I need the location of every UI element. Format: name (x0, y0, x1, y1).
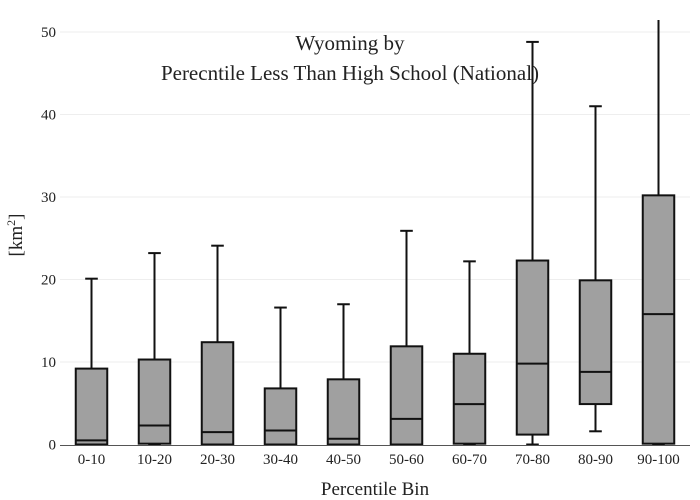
boxes-layer (74, 20, 676, 446)
y-tick-label-40: 40 (41, 108, 56, 124)
x-tick-label-70-80: 70-80 (515, 452, 550, 468)
x-tick-label-60-70: 60-70 (452, 452, 487, 468)
box-60-70 (452, 260, 487, 446)
y-axis-label-base: [km (6, 226, 27, 257)
box-80-90 (578, 105, 613, 433)
box-90-100 (641, 20, 676, 446)
box-iqr (578, 279, 613, 406)
y-tick-label-30: 30 (41, 190, 56, 206)
box-iqr (137, 358, 172, 445)
x-tick-label-30-40: 30-40 (263, 452, 298, 468)
x-tick-label-40-50: 40-50 (326, 452, 361, 468)
chart-title-line2: Perecntile Less Than High School (Nation… (161, 61, 539, 85)
y-tick-label-0: 0 (49, 438, 57, 454)
x-tick-label-10-20: 10-20 (137, 452, 172, 468)
box-70-80 (515, 40, 550, 446)
x-tick-label-50-60: 50-60 (389, 452, 424, 468)
y-axis-label-end: ] (6, 214, 27, 220)
box-iqr (641, 194, 676, 445)
y-tick-label-50: 50 (41, 25, 56, 41)
box-50-60 (389, 229, 424, 446)
y-axis-label-sup: 2 (4, 220, 18, 226)
box-10-20 (137, 252, 172, 446)
box-iqr (326, 378, 361, 446)
y-tick-label-10: 10 (41, 355, 56, 371)
x-axis-label: Percentile Bin (321, 479, 430, 500)
x-tick-label-90-100: 90-100 (637, 452, 680, 468)
y-tick-labels: 0 10 20 30 40 50 (41, 25, 56, 454)
box-iqr (389, 345, 424, 446)
box-20-30 (200, 244, 235, 446)
box-30-40 (263, 306, 298, 446)
box-iqr (515, 259, 550, 436)
box-iqr (452, 352, 487, 445)
y-axis-label: [km2] (4, 214, 27, 257)
x-tick-label-20-30: 20-30 (200, 452, 235, 468)
box-iqr (74, 367, 109, 446)
box-iqr (263, 387, 298, 446)
y-tick-label-20: 20 (41, 273, 56, 289)
box-0-10 (74, 277, 109, 446)
box-iqr (200, 341, 235, 446)
box-40-50 (326, 303, 361, 446)
x-tick-labels: 0-10 10-20 20-30 30-40 40-50 50-60 60-70 70-80 8… (78, 452, 680, 468)
chart-title-line1: Wyoming by (296, 31, 405, 55)
x-tick-label-0-10: 0-10 (78, 452, 106, 468)
x-tick-label-80-90: 80-90 (578, 452, 613, 468)
